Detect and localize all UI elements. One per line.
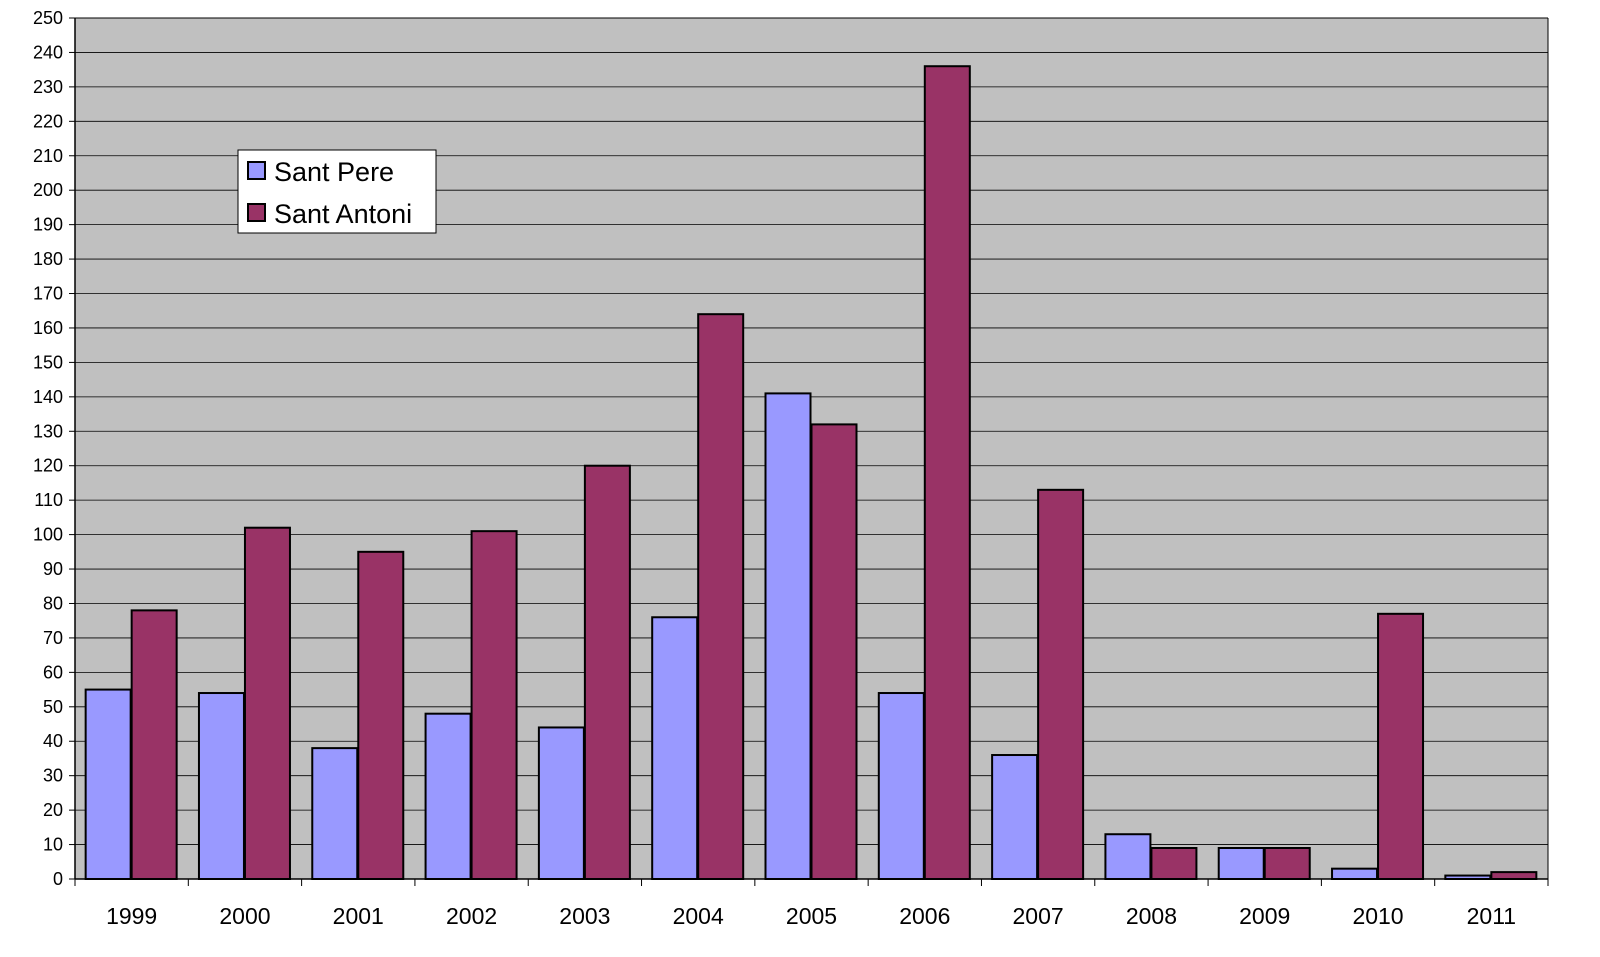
y-tick-label: 130: [33, 421, 63, 441]
bar-sant-antoni-2009: [1263, 847, 1311, 881]
y-tick-label: 120: [33, 456, 63, 476]
x-category-label: 2008: [1126, 903, 1177, 929]
y-tick-label: 160: [33, 318, 63, 338]
x-category-label: 2010: [1352, 903, 1403, 929]
y-tick-label: 80: [43, 593, 63, 613]
x-category-labels: 1999 2000 2001 2002 2003 2004 2005 2006 2007 2008…: [106, 903, 1516, 929]
bar-sant-pere-2001: [311, 747, 359, 880]
bar-sant-pere-1999: [84, 688, 132, 881]
bar-sant-pere-2010: [1331, 867, 1379, 881]
legend-label-sant-antoni: Sant Antoni: [274, 199, 412, 229]
bar-sant-antoni-2007: [1037, 488, 1085, 880]
x-category-label: 2000: [219, 903, 270, 929]
legend-swatch-sant-antoni: [247, 203, 266, 222]
y-tick-label: 180: [33, 249, 63, 269]
legend-swatch-sant-pere: [247, 161, 266, 180]
y-tick-label: 210: [33, 146, 63, 166]
bar-sant-antoni-2003: [583, 464, 631, 880]
y-tick-label: 30: [43, 766, 63, 786]
bar-sant-pere-2007: [991, 754, 1039, 880]
y-tick-label: 100: [33, 525, 63, 545]
x-category-label: 2011: [1467, 903, 1516, 929]
y-tick-label: 10: [43, 835, 63, 855]
y-tick-label: 240: [33, 42, 63, 62]
y-tick-labels: 0 10 20 30 40 50 60 70 80 90 100 110 120 130 140 150 160…: [33, 8, 63, 889]
y-tick-label: 110: [34, 490, 63, 510]
bar-sant-antoni-2001: [357, 550, 405, 880]
y-tick-label: 230: [33, 77, 63, 97]
x-category-label: 2005: [786, 903, 837, 929]
y-tick-label: 40: [43, 731, 63, 751]
bar-sant-antoni-2011: [1490, 871, 1538, 880]
y-tick-label: 90: [43, 559, 63, 579]
y-tick-label: 20: [43, 800, 63, 820]
bar-sant-pere-2005: [764, 392, 812, 880]
y-tick-label: 250: [33, 8, 63, 28]
x-category-label: 2007: [1013, 903, 1064, 929]
y-tick-label: 140: [33, 387, 63, 407]
y-tick-label: 70: [43, 628, 63, 648]
y-tick-label: 200: [33, 180, 63, 200]
bar-sant-antoni-2000: [243, 526, 291, 880]
bar-sant-pere-2002: [424, 712, 472, 880]
bars: [84, 65, 1538, 881]
bar-sant-antoni-1999: [130, 609, 178, 880]
legend-label-sant-pere: Sant Pere: [274, 157, 394, 187]
bar-sant-antoni-2010: [1377, 612, 1425, 880]
y-tick-label: 60: [43, 662, 63, 682]
x-category-label: 2009: [1239, 903, 1290, 929]
axes: [69, 17, 1549, 886]
bar-sant-pere-2006: [877, 692, 925, 880]
bar-sant-pere-2004: [651, 616, 699, 880]
x-category-label: 1999: [106, 903, 157, 929]
x-category-label: 2004: [673, 903, 724, 929]
bar-sant-antoni-2006: [923, 65, 971, 880]
x-category-label: 2002: [446, 903, 497, 929]
x-category-label: 2006: [899, 903, 950, 929]
bar-sant-antoni-2008: [1150, 847, 1198, 881]
y-tick-label: 50: [43, 697, 63, 717]
y-tick-label: 220: [33, 111, 63, 131]
bar-sant-pere-2000: [197, 692, 245, 880]
legend: Sant Pere Sant Antoni: [237, 149, 437, 234]
y-tick-label: 190: [33, 215, 63, 235]
x-category-label: 2001: [333, 903, 384, 929]
bar-sant-antoni-2002: [470, 530, 518, 880]
bar-sant-pere-2009: [1217, 847, 1265, 881]
bar-sant-pere-2003: [537, 726, 585, 880]
y-tick-label: 0: [53, 869, 63, 889]
y-tick-label: 150: [33, 352, 63, 372]
bar-sant-pere-2008: [1104, 833, 1152, 881]
bar-sant-antoni-2005: [810, 423, 858, 880]
x-category-label: 2003: [559, 903, 610, 929]
legend-box: [237, 149, 437, 234]
bar-sant-antoni-2004: [697, 313, 745, 880]
y-tick-label: 170: [33, 284, 63, 304]
